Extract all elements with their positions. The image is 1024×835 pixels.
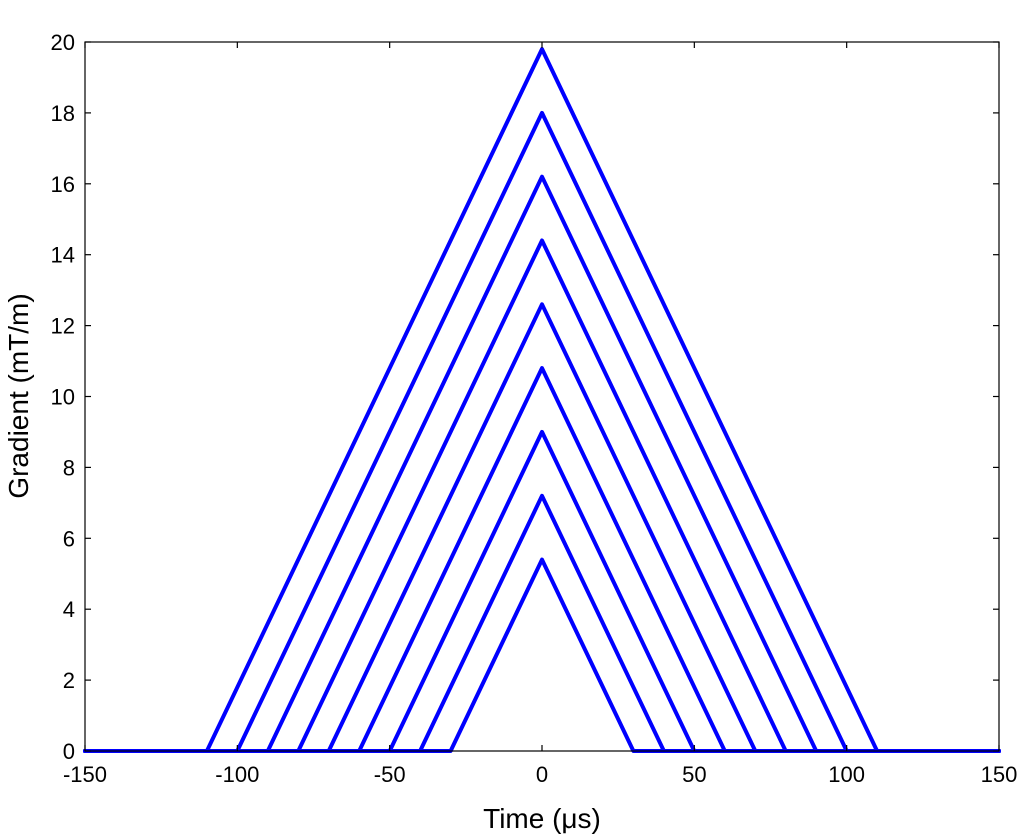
y-tick-label: 6 (63, 526, 75, 551)
plot-frame (84, 41, 1000, 752)
y-tick-label: 18 (51, 101, 75, 126)
x-tick-label: 150 (981, 762, 1018, 787)
y-tick-label: 10 (51, 385, 75, 410)
y-tick-label: 4 (63, 597, 75, 622)
y-tick-label: 20 (51, 30, 75, 55)
x-tick-label: 100 (828, 762, 865, 787)
ticks-layer: -150 -100 -50 0 50 100 150 0 2 4 6 8 10 12 14 16 18 20 (51, 30, 1018, 787)
x-tick-label: 0 (536, 762, 548, 787)
y-tick-label: 8 (63, 455, 75, 480)
y-tick-label: 12 (51, 314, 75, 339)
series-line-1 (83, 47, 1001, 753)
y-tick-label: 16 (51, 172, 75, 197)
x-tick-label: -150 (63, 762, 107, 787)
y-tick-label: 0 (63, 739, 75, 764)
y-axis-title: Gradient (mT/m) (3, 293, 34, 498)
y-tick-label: 2 (63, 668, 75, 693)
series-line-7 (83, 429, 1001, 753)
x-tick-label: -100 (215, 762, 259, 787)
series-layer (83, 47, 1001, 753)
x-tick-label: 50 (682, 762, 706, 787)
series-line-3 (83, 174, 1001, 753)
x-tick-label: -50 (374, 762, 406, 787)
x-axis-title: Time (μs) (483, 803, 601, 834)
series-line-8 (83, 493, 1001, 753)
y-tick-label: 14 (51, 243, 75, 268)
